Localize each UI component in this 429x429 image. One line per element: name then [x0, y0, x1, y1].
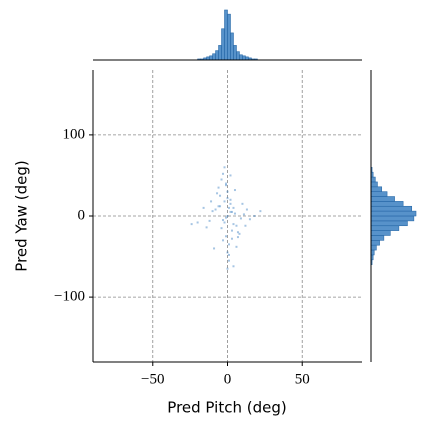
histogram-bar	[218, 45, 222, 61]
point	[227, 253, 230, 256]
x-axis-label: Pred Pitch (deg)	[167, 399, 286, 417]
point	[226, 190, 229, 193]
histogram-bar	[370, 230, 391, 236]
point	[244, 224, 247, 227]
point	[223, 221, 226, 224]
point	[236, 236, 239, 239]
point	[223, 166, 226, 169]
point	[222, 219, 225, 222]
point	[196, 221, 199, 224]
point	[217, 205, 220, 208]
point	[230, 210, 233, 213]
histogram-bar	[370, 210, 417, 217]
point	[229, 210, 232, 213]
x-tick-label: 0	[224, 371, 232, 387]
point	[229, 174, 232, 177]
point	[230, 237, 233, 240]
point	[225, 184, 228, 187]
point	[219, 205, 222, 208]
point	[216, 192, 219, 195]
point	[232, 206, 235, 209]
histogram-bar	[370, 205, 413, 212]
histogram-bar	[370, 225, 400, 231]
histogram-bar	[242, 55, 246, 61]
point	[225, 216, 228, 219]
y-tick-label: 100	[63, 126, 86, 142]
histogram-bar	[370, 240, 380, 246]
point	[233, 189, 236, 192]
histogram-bar	[370, 181, 378, 188]
point	[241, 202, 244, 205]
histogram-bar	[370, 235, 385, 241]
histogram-bar	[233, 45, 237, 61]
point	[222, 239, 225, 242]
point	[225, 182, 228, 185]
y-tick-label: 0	[78, 207, 86, 223]
point	[233, 212, 236, 215]
histogram-bar	[236, 51, 240, 61]
point	[229, 198, 232, 201]
point	[217, 186, 220, 189]
point	[223, 200, 226, 203]
point	[214, 208, 217, 211]
histogram-bar	[370, 191, 388, 197]
point	[229, 202, 232, 205]
point	[219, 194, 222, 197]
point	[190, 223, 193, 226]
histogram-bar	[230, 32, 234, 61]
point	[259, 210, 262, 213]
point	[227, 259, 230, 262]
histogram-bar	[370, 201, 404, 207]
point	[236, 231, 239, 234]
histogram-bar	[370, 196, 395, 202]
point	[238, 232, 241, 235]
point	[227, 206, 230, 209]
histogram-bar	[370, 220, 408, 227]
histogram-bar	[209, 55, 213, 61]
point	[242, 213, 245, 216]
point	[232, 265, 235, 268]
point	[220, 178, 223, 181]
histogram-bar	[212, 53, 216, 61]
point	[226, 215, 229, 217]
point	[211, 210, 214, 213]
y-axis-label: Pred Yaw (deg)	[13, 160, 31, 271]
point	[253, 215, 256, 217]
point	[205, 226, 208, 229]
point	[225, 235, 228, 238]
point	[227, 243, 230, 246]
y-tick-label: −100	[54, 289, 85, 305]
histogram-bar	[370, 215, 415, 222]
point	[210, 200, 213, 203]
point	[220, 227, 223, 230]
histogram-bar	[239, 54, 243, 61]
point	[235, 224, 238, 227]
point	[239, 217, 242, 220]
histogram-bar	[215, 50, 219, 61]
histogram-bar	[221, 28, 225, 61]
point	[202, 206, 205, 209]
histogram-bar	[370, 244, 377, 251]
point	[232, 223, 235, 226]
histogram-bar	[227, 13, 231, 61]
point	[208, 219, 211, 222]
x-tick-label: −50	[141, 371, 164, 387]
point	[222, 172, 225, 175]
point	[230, 229, 233, 232]
histogram-bar	[370, 186, 383, 192]
point	[235, 245, 238, 248]
point	[245, 208, 248, 211]
histogram-bar	[224, 9, 228, 61]
point	[226, 267, 229, 270]
x-tick-label: 50	[295, 371, 310, 387]
point	[226, 197, 229, 200]
histogram-bar	[370, 176, 376, 183]
point	[248, 218, 251, 221]
point	[226, 251, 229, 254]
point	[213, 247, 216, 250]
